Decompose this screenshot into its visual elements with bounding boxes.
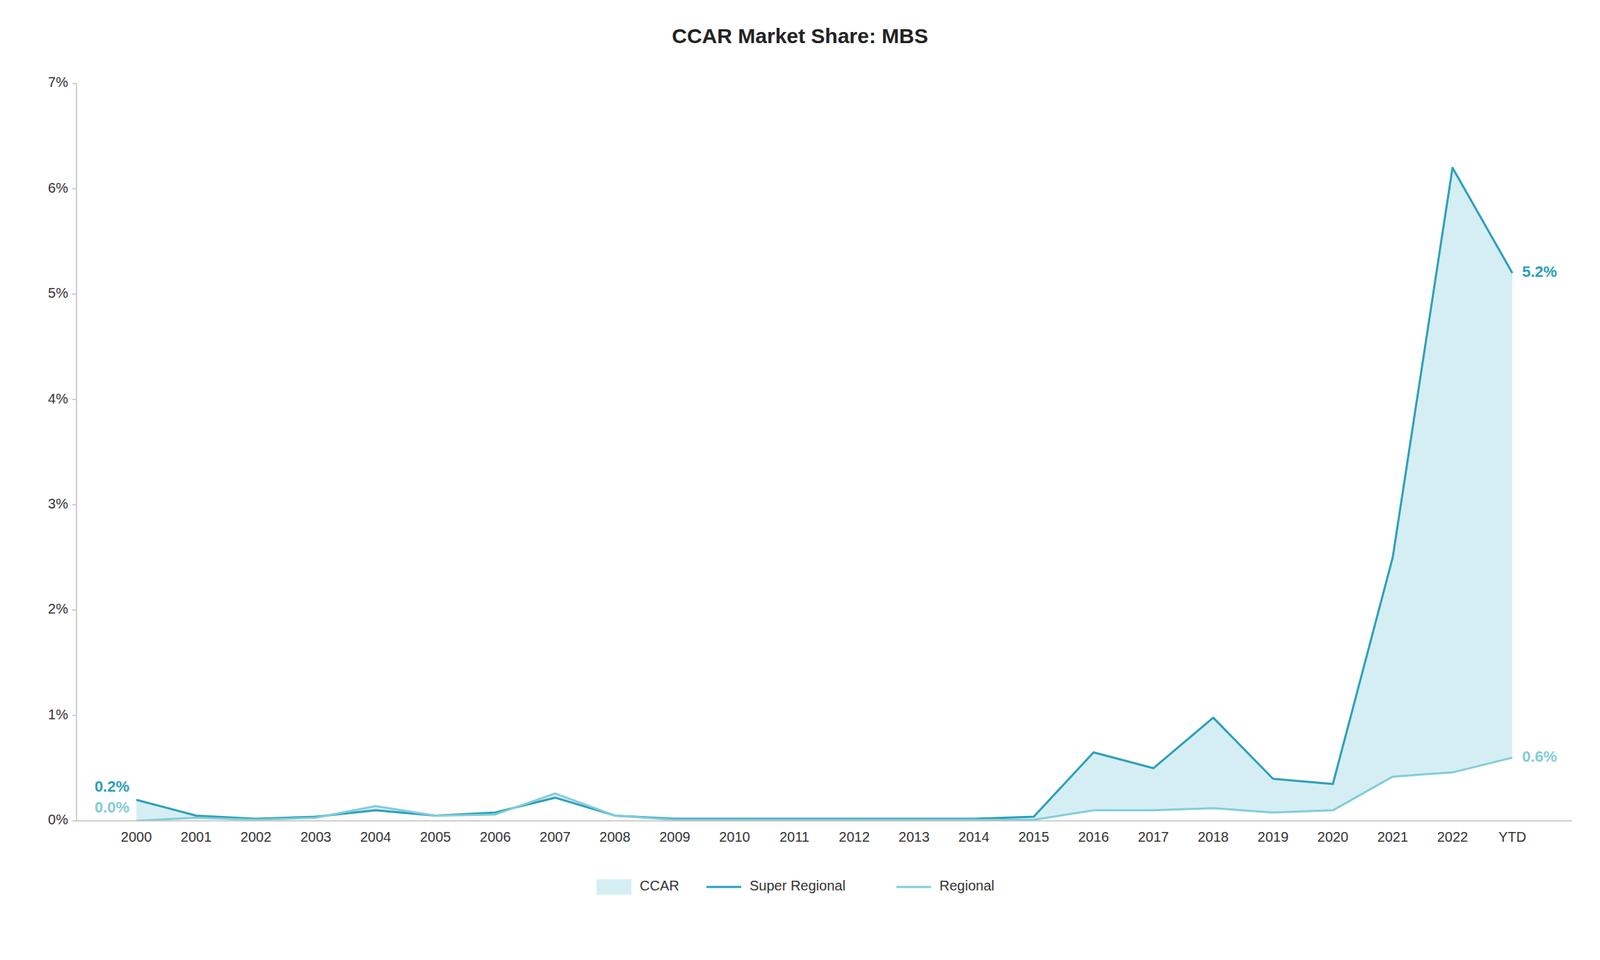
y-tick (72, 714, 77, 717)
legend-swatch (706, 885, 742, 888)
fill-area (136, 167, 1513, 821)
x-tick-label: 2022 (1437, 828, 1469, 845)
x-tick-label: 2017 (1137, 828, 1169, 845)
x-tick-label: 2000 (120, 828, 153, 845)
y-tick-label: 2% (47, 600, 69, 617)
x-tick-label: 2004 (360, 828, 392, 845)
legend-swatch (596, 878, 632, 895)
y-tick (72, 609, 77, 611)
x-tick-label: 2018 (1198, 828, 1230, 845)
y-axis-line (75, 83, 78, 821)
x-tick-label: YTD (1498, 828, 1527, 845)
y-tick-label: 6% (47, 180, 69, 196)
y-tick (72, 293, 77, 295)
y-tick (72, 504, 77, 506)
x-tick-label: 2020 (1317, 828, 1349, 845)
y-tick-label: 7% (47, 74, 69, 90)
value-label: 5.2% (1522, 262, 1557, 281)
y-tick (72, 399, 77, 401)
x-tick-label: 2006 (479, 828, 512, 845)
x-tick-label: 2015 (1017, 828, 1050, 845)
x-tick-label: 2001 (180, 828, 213, 845)
y-tick (72, 819, 77, 822)
x-tick-label: 2014 (958, 828, 990, 845)
y-tick-label: 5% (47, 285, 69, 301)
x-tick-label: 2019 (1257, 828, 1290, 845)
legend-label: Regional (939, 877, 995, 893)
x-tick-label: 2007 (539, 828, 571, 845)
x-tick-label: 2016 (1077, 828, 1110, 845)
value-label: 0.6% (1522, 747, 1557, 765)
x-tick-label: 2012 (838, 828, 870, 845)
x-tick-label: 2021 (1377, 828, 1409, 845)
legend-label: CCAR (639, 877, 680, 893)
title: CCAR Market Share: MBS (671, 24, 928, 48)
series-line (136, 167, 1513, 819)
y-tick-label: 4% (47, 390, 69, 407)
value-label: 0.2% (94, 777, 130, 795)
x-tick-label: 2005 (419, 828, 452, 845)
value-label: 0.0% (94, 798, 130, 816)
x-tick-label: 2011 (779, 828, 810, 845)
chart: CCAR Market Share: MBS 0% 1% 2% 3% 4% 5% 6% 7% 20… (0, 0, 1600, 960)
series-line (136, 757, 1513, 821)
legend-swatch (896, 885, 932, 888)
x-tick-label: 2009 (659, 828, 691, 845)
plot-area (136, 167, 1513, 821)
x-tick-label: 2010 (718, 828, 751, 845)
legend-label: Super Regional (749, 877, 846, 893)
x-tick-label: 2002 (240, 828, 272, 845)
y-tick-label: 3% (47, 495, 69, 512)
legend: CCAR Super Regional Regional (596, 877, 995, 895)
x-tick-label: 2013 (898, 828, 930, 845)
y-tick-label: 1% (47, 706, 69, 722)
y-tick-label: 0% (47, 811, 69, 827)
x-axis-line (76, 819, 1573, 822)
x-tick-label: 2003 (300, 828, 332, 845)
y-tick (72, 188, 77, 190)
y-tick (72, 82, 77, 85)
x-tick-label: 2008 (599, 828, 631, 845)
